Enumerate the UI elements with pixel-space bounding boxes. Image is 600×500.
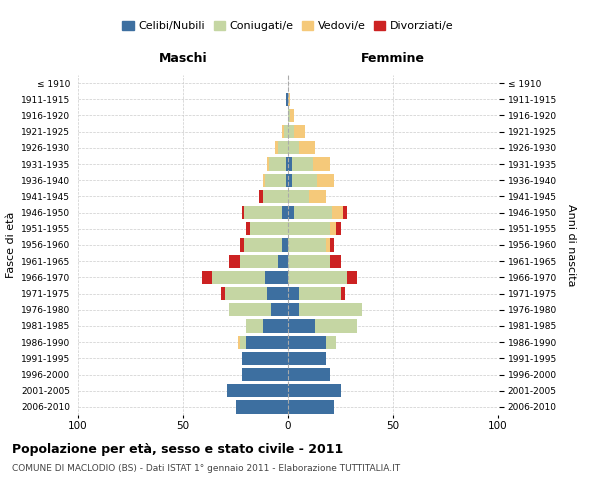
Bar [290,109,295,122]
Bar [284,125,288,138]
Bar [286,158,288,170]
Bar [288,384,341,398]
Bar [240,254,277,268]
Text: Popolazione per età, sesso e stato civile - 2011: Popolazione per età, sesso e stato civil… [12,442,343,456]
Bar [288,109,290,122]
Bar [288,303,299,316]
Bar [288,270,347,284]
Bar [341,287,344,300]
Bar [282,238,288,252]
Bar [326,336,337,349]
Bar [250,222,288,235]
Bar [299,287,341,300]
Bar [288,141,299,154]
Bar [347,270,358,284]
Y-axis label: Fasce di età: Fasce di età [5,212,16,278]
Bar [288,287,299,300]
Legend: Celibi/Nubili, Coniugati/e, Vedovi/e, Divorziati/e: Celibi/Nubili, Coniugati/e, Vedovi/e, Di… [118,16,458,36]
Bar [288,254,330,268]
Bar [282,206,288,220]
Bar [330,222,337,235]
Bar [288,238,326,252]
Bar [238,336,240,349]
Bar [229,254,240,268]
Bar [263,320,288,332]
Bar [212,270,265,284]
Bar [240,238,244,252]
Bar [265,270,288,284]
Bar [299,141,316,154]
Bar [332,206,343,220]
Text: Femmine: Femmine [361,52,425,65]
Bar [277,254,288,268]
Text: COMUNE DI MACLODIO (BS) - Dati ISTAT 1° gennaio 2011 - Elaborazione TUTTITALIA.I: COMUNE DI MACLODIO (BS) - Dati ISTAT 1° … [12,464,400,473]
Bar [229,303,271,316]
Bar [227,384,288,398]
Bar [288,400,334,413]
Bar [246,320,263,332]
Bar [326,238,330,252]
Bar [277,141,288,154]
Bar [288,190,309,203]
Bar [263,190,288,203]
Bar [246,336,288,349]
Bar [288,206,295,220]
Bar [244,238,282,252]
Y-axis label: Anni di nascita: Anni di nascita [566,204,577,286]
Bar [282,125,284,138]
Bar [288,158,292,170]
Text: Maschi: Maschi [158,52,208,65]
Bar [235,400,288,413]
Bar [313,158,330,170]
Bar [292,174,317,187]
Bar [267,287,288,300]
Bar [265,174,286,187]
Bar [309,190,326,203]
Bar [317,174,334,187]
Bar [240,336,246,349]
Bar [246,222,250,235]
Bar [288,222,330,235]
Bar [288,336,326,349]
Bar [242,206,244,220]
Bar [288,320,316,332]
Bar [267,158,269,170]
Bar [288,368,330,381]
Bar [242,368,288,381]
Bar [288,125,295,138]
Bar [259,190,263,203]
Bar [288,352,326,365]
Bar [295,125,305,138]
Bar [288,92,290,106]
Bar [330,238,334,252]
Bar [316,320,358,332]
Bar [242,352,288,365]
Bar [275,141,277,154]
Bar [330,254,341,268]
Bar [295,206,332,220]
Bar [288,174,292,187]
Bar [286,174,288,187]
Bar [271,303,288,316]
Bar [244,206,282,220]
Bar [269,158,286,170]
Bar [263,174,265,187]
Bar [292,158,313,170]
Bar [286,92,288,106]
Bar [299,303,361,316]
Bar [221,287,225,300]
Bar [343,206,347,220]
Bar [225,287,267,300]
Bar [202,270,212,284]
Bar [337,222,341,235]
